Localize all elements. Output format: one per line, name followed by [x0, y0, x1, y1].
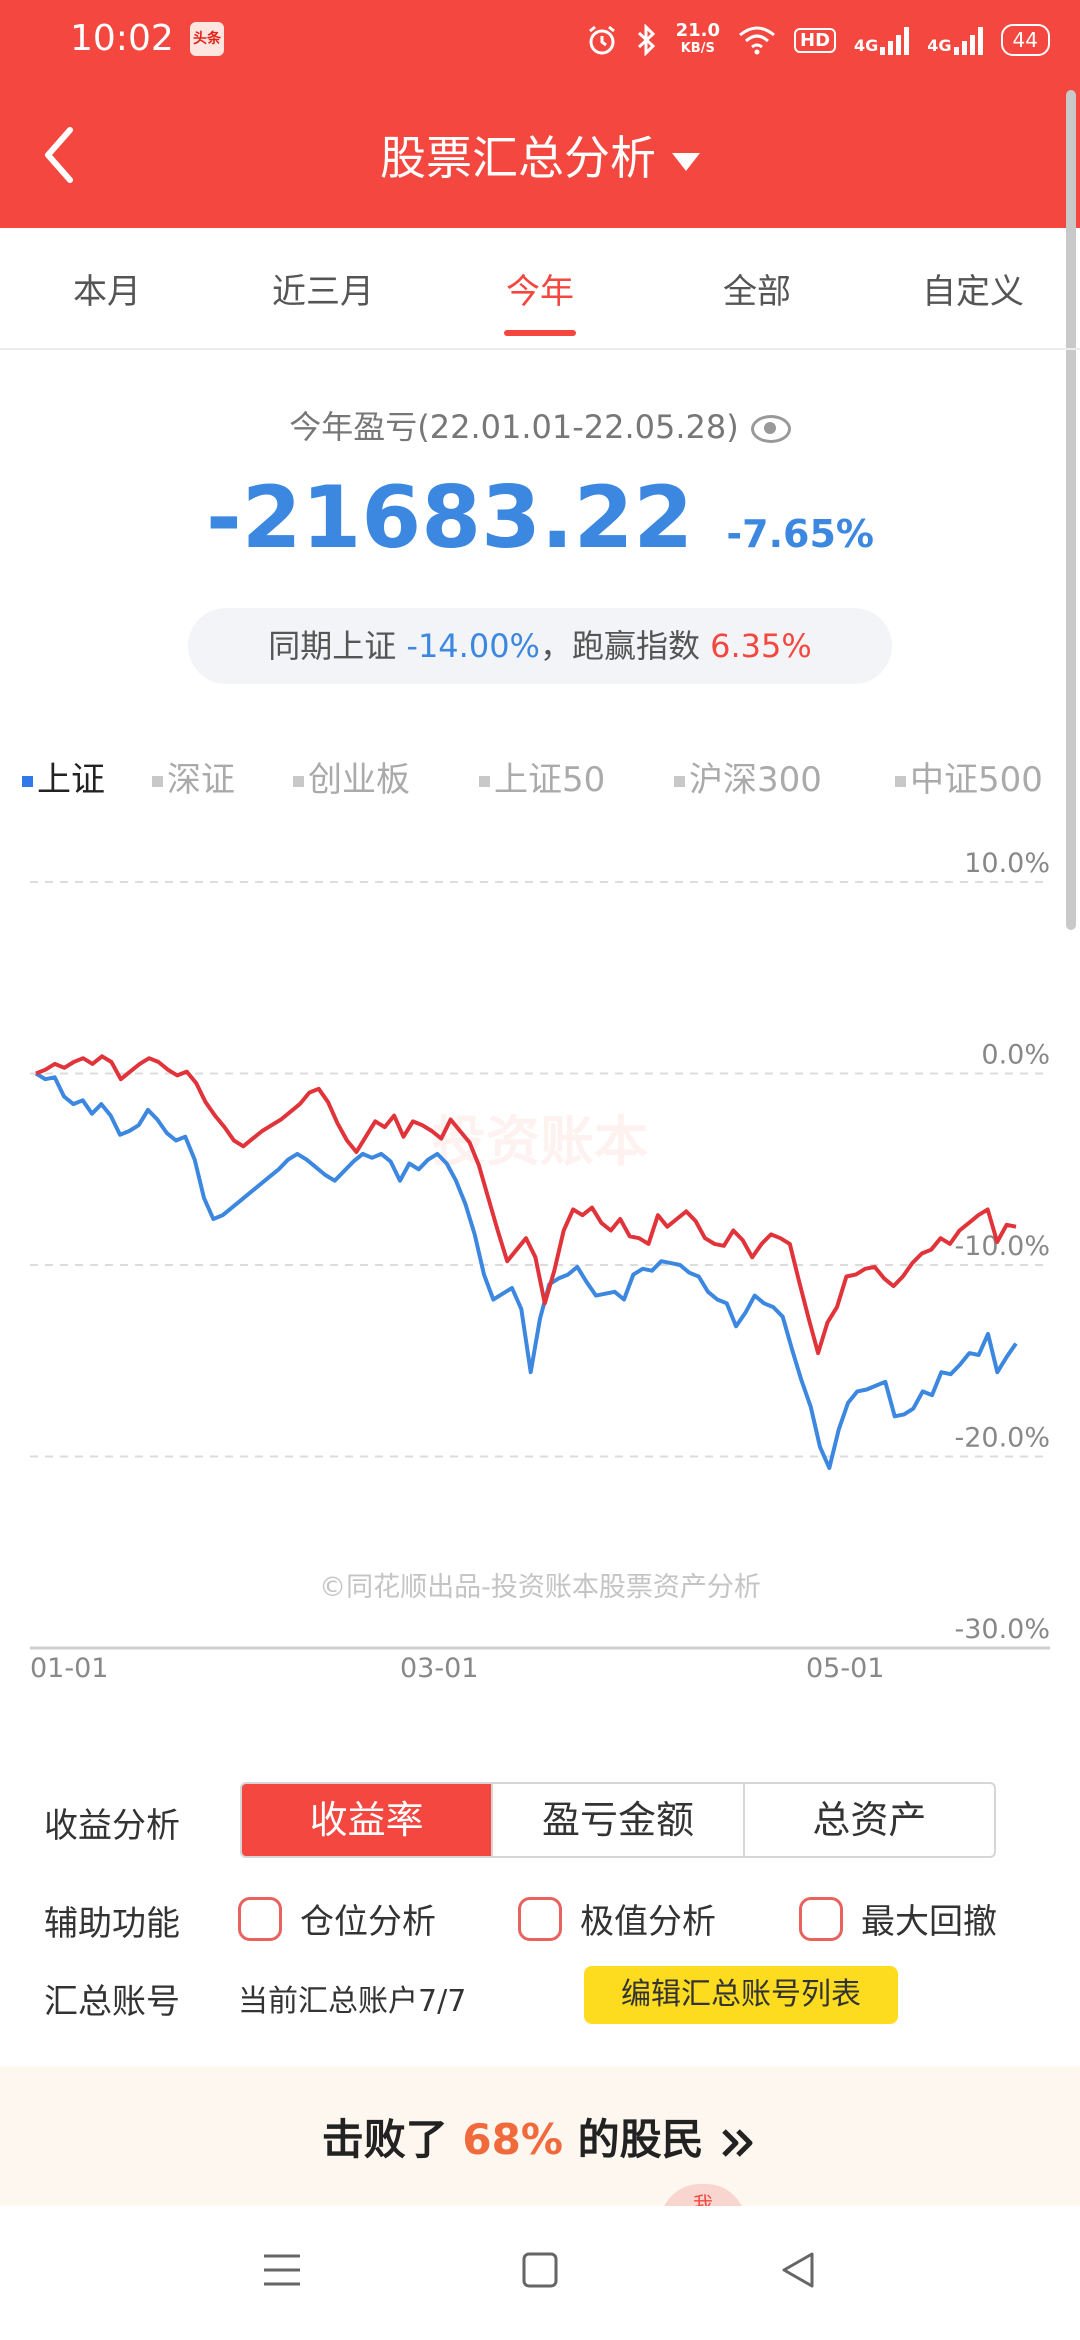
y-tick-label: 10.0% — [964, 848, 1050, 879]
tab-this-year[interactable]: 今年 — [506, 272, 574, 312]
tab-this-month[interactable]: 本月 — [73, 272, 141, 312]
signal-2: 4G — [927, 25, 983, 55]
x-tick-label: 03-01 — [400, 1653, 478, 1684]
segment-return-rate[interactable]: 收益率 — [242, 1784, 494, 1856]
tab-all[interactable]: 全部 — [723, 272, 791, 312]
portfolio-series-line — [35, 1054, 1017, 1356]
y-tick-label: 0.0% — [981, 1040, 1050, 1071]
status-bar: 10:02 头条 21.0 KB/S HD 4G 4G 44 — [0, 0, 1080, 80]
period-label: 今年盈亏(22.01.01-22.05.28) — [0, 402, 1080, 448]
y-tick-label: -20.0% — [954, 1423, 1050, 1454]
edit-accounts-button[interactable]: 编辑汇总账号列表 — [584, 1966, 898, 2024]
chart-credit: ©同花顺出品-投资账本股票资产分析 — [319, 1572, 761, 1603]
beat-index-pct: 6.35% — [710, 627, 812, 665]
segment-total-assets[interactable]: 总资产 — [812, 1798, 927, 1842]
menu-icon[interactable] — [262, 2250, 302, 2290]
index-selector: 上证 深证 创业板 上证50 沪深300 中证500 — [0, 752, 1080, 802]
chevron-left-icon[interactable] — [30, 120, 90, 190]
back-triangle-icon[interactable] — [778, 2250, 818, 2290]
aux-label: 辅助功能 — [44, 1904, 180, 1944]
index-comparison: 同期上证 -14.00%，跑赢指数 6.35% — [188, 608, 892, 684]
tab-underline — [504, 330, 576, 336]
index-option-hs300[interactable]: 沪深300 — [674, 752, 822, 801]
index-option-sh[interactable]: 上证 — [22, 752, 105, 801]
y-tick-label: -30.0% — [954, 1614, 1050, 1645]
eye-icon[interactable] — [750, 415, 791, 443]
battery-indicator: 44 — [1000, 24, 1050, 56]
checkbox-position-analysis[interactable]: 仓位分析 — [238, 1894, 436, 1943]
beat-percent: 68% — [462, 2115, 563, 2164]
pnl-value: -21683.22 — [206, 468, 694, 568]
double-chevron-right-icon — [722, 2128, 753, 2157]
return-chart[interactable]: 投资账本 10.0%0.0%-10.0%-20.0%-30.0% 01-01 03… — [0, 830, 1080, 1690]
index-pct: -14.00% — [406, 627, 540, 665]
system-nav-bar — [0, 2206, 1080, 2340]
segment-pnl-amount[interactable]: 盈亏金额 — [493, 1784, 745, 1856]
page-title[interactable]: 股票汇总分析 — [0, 122, 1080, 188]
tab-three-months[interactable]: 近三月 — [272, 272, 374, 312]
app-badge-icon: 头条 — [190, 22, 224, 56]
bluetooth-icon — [637, 24, 655, 56]
index-option-zz500[interactable]: 中证500 — [895, 752, 1043, 801]
checkbox-max-drawdown[interactable]: 最大回撤 — [799, 1894, 997, 1943]
analysis-label: 收益分析 — [44, 1806, 180, 1846]
account-label: 汇总账号 — [44, 1982, 180, 2022]
x-tick-label: 05-01 — [806, 1653, 884, 1684]
checkbox-extreme-analysis[interactable]: 极值分析 — [518, 1894, 716, 1943]
net-speed: 21.0 KB/S — [675, 20, 720, 57]
status-icons: 21.0 KB/S HD 4G 4G 44 — [586, 18, 1050, 62]
signal-1: 4G — [854, 25, 910, 55]
wifi-icon — [739, 26, 775, 55]
x-tick-label: 01-01 — [30, 1653, 108, 1684]
index-option-sz50[interactable]: 上证50 — [479, 752, 605, 801]
tab-custom[interactable]: 自定义 — [922, 272, 1024, 312]
index-option-cyb[interactable]: 创业板 — [293, 752, 410, 801]
status-time: 10:02 — [70, 18, 174, 59]
beat-banner[interactable]: 击败了 68% 的股民 — [0, 2066, 1080, 2206]
scrollbar[interactable] — [1066, 90, 1076, 930]
index-series-line — [34, 1071, 1018, 1470]
app-header: 股票汇总分析 — [0, 80, 1080, 228]
caret-down-icon — [672, 152, 700, 171]
period-tabs: 本月 近三月 今年 全部 自定义 — [0, 228, 1080, 350]
index-option-sz[interactable]: 深证 — [152, 752, 235, 801]
metric-segmented-control: 收益率 盈亏金额 总资产 — [240, 1782, 996, 1858]
pnl-row: -21683.22 -7.65% — [0, 468, 1080, 568]
hd-badge: HD — [794, 27, 837, 53]
chart-watermark: 投资账本 — [432, 1110, 648, 1173]
account-value: 当前汇总账户7/7 — [238, 1984, 467, 2019]
pnl-percent: -7.65% — [726, 512, 874, 556]
home-square-icon[interactable] — [520, 2250, 560, 2290]
alarm-icon — [588, 25, 615, 55]
